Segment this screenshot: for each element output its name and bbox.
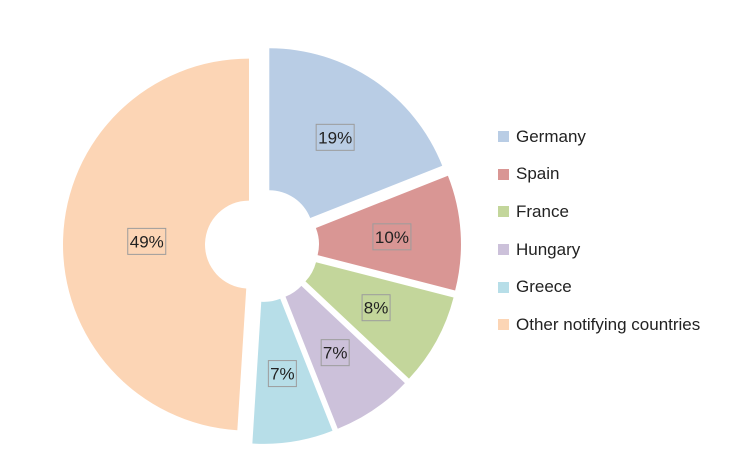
legend-swatch-hungary bbox=[498, 244, 509, 256]
legend-item-germany: Germany bbox=[498, 118, 700, 156]
legend-item-greece: Greece bbox=[498, 268, 700, 306]
slice-germany bbox=[269, 48, 443, 219]
legend-swatch-spain bbox=[498, 168, 509, 180]
legend-item-hungary: Hungary bbox=[498, 231, 700, 269]
legend-swatch-france bbox=[498, 206, 509, 218]
data-label-text-greece: 7% bbox=[270, 365, 295, 384]
data-label-text-france: 8% bbox=[364, 299, 389, 318]
legend-label-france: France bbox=[516, 201, 569, 221]
data-label-text-spain: 10% bbox=[375, 228, 409, 247]
legend-label-germany: Germany bbox=[516, 126, 586, 146]
legend-swatch-germany bbox=[498, 131, 509, 143]
data-label-spain: 10% bbox=[372, 223, 412, 251]
data-labels: 19% 10% 8% 7% 7% 49% bbox=[127, 123, 412, 388]
legend-swatch-greece bbox=[498, 281, 509, 293]
data-label-box-germany bbox=[315, 123, 355, 151]
legend-label-greece: Greece bbox=[516, 277, 572, 297]
data-label-france: 8% bbox=[361, 294, 391, 322]
legend-item-spain: Spain bbox=[498, 156, 700, 194]
data-label-text-hungary: 7% bbox=[323, 344, 348, 363]
data-label-other-notifying-countries: 49% bbox=[127, 227, 167, 255]
data-label-greece: 7% bbox=[267, 360, 297, 388]
data-label-box-other-notifying-countries bbox=[127, 227, 167, 255]
legend-swatch-other bbox=[498, 319, 509, 331]
legend-label-other: Other notifying countries bbox=[516, 314, 701, 334]
legend-item-other: Other notifying countries bbox=[498, 306, 700, 344]
data-label-box-hungary bbox=[320, 339, 350, 367]
data-label-box-greece bbox=[267, 360, 297, 388]
legend-item-france: France bbox=[498, 193, 700, 231]
data-label-box-spain bbox=[372, 223, 412, 251]
data-label-box-france bbox=[361, 294, 391, 322]
legend-label-spain: Spain bbox=[516, 164, 560, 184]
data-label-germany: 19% bbox=[315, 123, 355, 151]
data-label-text-other-notifying-countries: 49% bbox=[130, 232, 164, 251]
data-label-text-germany: 19% bbox=[318, 128, 352, 147]
legend-label-hungary: Hungary bbox=[516, 239, 581, 259]
data-label-hungary: 7% bbox=[320, 339, 350, 367]
legend: Germany Spain France Hungary Greece Othe… bbox=[498, 118, 700, 344]
